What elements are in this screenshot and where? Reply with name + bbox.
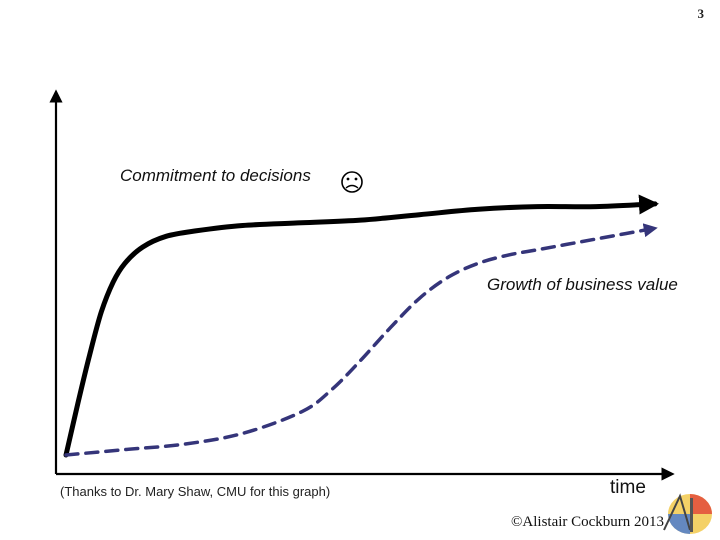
series-layer [63,194,659,458]
commitment-to-decisions-line [63,194,659,458]
commitment-series-label: Commitment to decisions [120,166,311,185]
growth-series-label: Growth of business value [487,275,678,294]
copyright-text: ©Alistair Cockburn 2013 [511,514,665,530]
page-number: 3 [697,6,705,21]
credit-caption: (Thanks to Dr. Mary Shaw, CMU for this g… [60,484,331,499]
axes [49,89,675,481]
frowning-face-icon [341,171,363,193]
x-axis-label: time [610,477,646,498]
growth-of-business-value-line [64,223,658,457]
cockburn-logo-icon [663,493,712,534]
